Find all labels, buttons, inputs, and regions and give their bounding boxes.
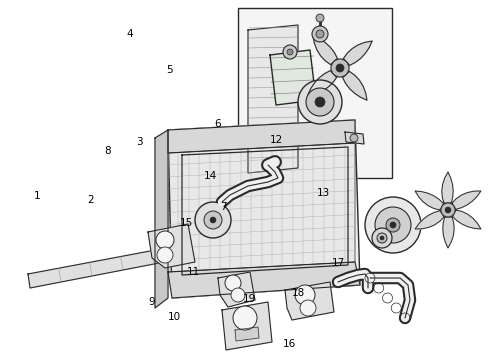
Circle shape (316, 14, 324, 22)
Polygon shape (148, 224, 195, 268)
Circle shape (300, 300, 316, 316)
Circle shape (441, 203, 455, 217)
Polygon shape (345, 132, 364, 144)
Circle shape (283, 45, 297, 59)
Polygon shape (168, 143, 355, 272)
Circle shape (316, 30, 324, 38)
Circle shape (231, 288, 245, 302)
Circle shape (315, 97, 325, 107)
Polygon shape (168, 262, 360, 298)
Circle shape (225, 275, 241, 291)
Bar (238, 8, 392, 178)
Text: 9: 9 (148, 297, 155, 307)
Polygon shape (285, 282, 334, 320)
Circle shape (156, 231, 174, 249)
Text: 15: 15 (179, 218, 193, 228)
Text: 11: 11 (187, 267, 200, 277)
Circle shape (372, 228, 392, 248)
Polygon shape (235, 327, 259, 341)
Text: 2: 2 (87, 195, 94, 205)
Polygon shape (442, 172, 453, 203)
Polygon shape (308, 71, 337, 95)
Circle shape (195, 202, 231, 238)
Polygon shape (155, 130, 168, 308)
Circle shape (380, 236, 384, 240)
Text: 17: 17 (331, 258, 345, 268)
Polygon shape (168, 120, 360, 298)
Polygon shape (28, 245, 185, 288)
Text: 13: 13 (317, 188, 330, 198)
Circle shape (204, 211, 222, 229)
Text: 18: 18 (292, 288, 306, 298)
Circle shape (445, 207, 451, 213)
Polygon shape (452, 191, 481, 209)
Polygon shape (168, 120, 355, 153)
Text: 1: 1 (33, 191, 40, 201)
Circle shape (377, 233, 387, 243)
Polygon shape (443, 217, 454, 248)
Polygon shape (222, 302, 272, 350)
Circle shape (365, 197, 421, 253)
Text: 7: 7 (220, 202, 226, 212)
Polygon shape (415, 191, 443, 210)
Polygon shape (248, 25, 298, 173)
Circle shape (375, 207, 411, 243)
Polygon shape (453, 210, 481, 229)
Circle shape (233, 306, 257, 330)
Polygon shape (343, 71, 367, 100)
Circle shape (312, 26, 328, 42)
Text: 12: 12 (270, 135, 284, 145)
Polygon shape (270, 50, 316, 105)
Polygon shape (218, 272, 255, 307)
Circle shape (331, 59, 349, 77)
Text: 6: 6 (215, 119, 221, 129)
Circle shape (386, 218, 400, 232)
Text: 10: 10 (168, 312, 180, 322)
Circle shape (350, 134, 358, 142)
Polygon shape (313, 36, 338, 64)
Circle shape (336, 64, 344, 72)
Circle shape (390, 222, 396, 228)
Circle shape (210, 217, 216, 223)
Text: 16: 16 (282, 339, 296, 349)
Circle shape (298, 80, 342, 124)
Circle shape (295, 285, 315, 305)
Text: 8: 8 (104, 146, 111, 156)
Polygon shape (343, 41, 372, 66)
Text: 19: 19 (243, 294, 257, 304)
Text: 14: 14 (204, 171, 218, 181)
Circle shape (157, 247, 173, 263)
Text: 3: 3 (136, 137, 143, 147)
Polygon shape (415, 211, 444, 229)
Circle shape (306, 88, 334, 116)
Text: 5: 5 (166, 65, 172, 75)
Text: 4: 4 (126, 29, 133, 39)
Circle shape (287, 49, 293, 55)
